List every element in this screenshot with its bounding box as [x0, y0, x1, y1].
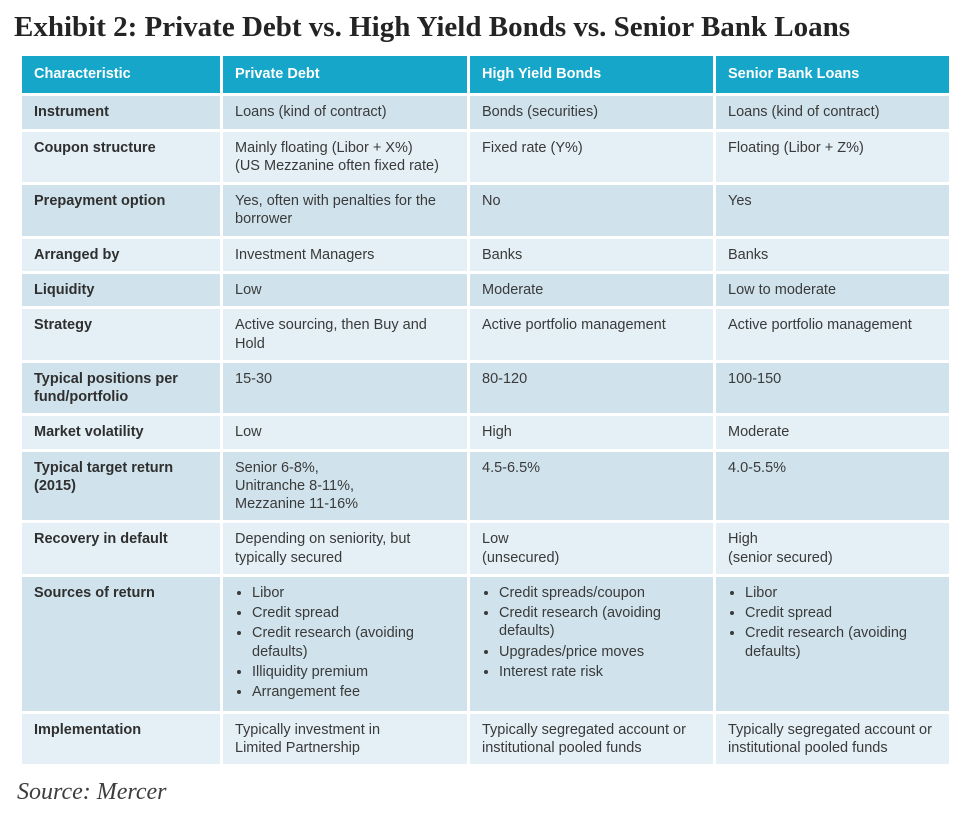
table-cell: 100-150 — [716, 362, 949, 414]
table-cell: Banks — [470, 238, 713, 271]
row-label: Typical positions per fund/portfolio — [22, 362, 220, 414]
table-cell: Moderate — [716, 416, 949, 449]
table-cell: Active portfolio management — [470, 309, 713, 360]
table-cell: Investment Managers — [223, 238, 467, 271]
row-label: Implementation — [22, 713, 220, 765]
row-label: Market volatility — [22, 416, 220, 449]
table-cell: Yes, often with penalties for the borrow… — [223, 185, 467, 236]
table-row-implementation: Implementation Typically investment in L… — [22, 713, 949, 765]
bullet-item: Upgrades/price moves — [499, 643, 701, 661]
table-row-arranged-by: Arranged by Investment Managers Banks Ba… — [22, 238, 949, 271]
table-row-prepayment-option: Prepayment option Yes, often with penalt… — [22, 185, 949, 236]
table-cell: High — [470, 416, 713, 449]
table-cell: 80-120 — [470, 362, 713, 414]
table-cell: Loans (kind of contract) — [223, 96, 467, 129]
table-row-liquidity: Liquidity Low Moderate Low to moderate — [22, 273, 949, 307]
table-row-typical-target-return: Typical target return (2015) Senior 6-8%… — [22, 451, 949, 521]
table-cell: Senior 6-8%, Unitranche 8-11%, Mezzanine… — [223, 451, 467, 521]
bullet-item: Illiquidity premium — [252, 663, 455, 681]
table-cell: Moderate — [470, 273, 713, 307]
column-header-senior-bank-loans: Senior Bank Loans — [716, 56, 949, 94]
table-cell: 4.5-6.5% — [470, 451, 713, 521]
bullet-item: Credit spreads/coupon — [499, 584, 701, 602]
table-cell: Typically segregated account or institut… — [716, 713, 949, 765]
table-cell: Yes — [716, 185, 949, 236]
row-label: Arranged by — [22, 238, 220, 271]
bullet-item: Credit spread — [745, 604, 937, 622]
table-cell: Active sourcing, then Buy and Hold — [223, 309, 467, 360]
bullet-item: Credit research (avoiding defaults) — [499, 604, 701, 641]
row-label: Prepayment option — [22, 185, 220, 236]
table-cell: Libor Credit spread Credit research (avoid… — [223, 576, 467, 711]
table-row-typical-positions: Typical positions per fund/portfolio 15-… — [22, 362, 949, 414]
table-cell: 4.0-5.5% — [716, 451, 949, 521]
table-cell: Bonds (securities) — [470, 96, 713, 129]
table-cell: High (senior secured) — [716, 523, 949, 574]
table-cell: Libor Credit spread Credit research (avoid… — [716, 576, 949, 711]
table-cell: Active portfolio management — [716, 309, 949, 360]
exhibit-title: Exhibit 2: Private Debt vs. High Yield B… — [14, 11, 851, 43]
table-cell: 15-30 — [223, 362, 467, 414]
table-cell: Typically segregated account or institut… — [470, 713, 713, 765]
table-header-row: Characteristic Private Debt High Yield B… — [22, 56, 949, 94]
bullet-list: Libor Credit spread Credit research (avoid… — [728, 584, 937, 661]
bullet-list: Credit spreads/coupon Credit research (av… — [482, 584, 701, 681]
bullet-list: Libor Credit spread Credit research (avoid… — [235, 584, 455, 702]
row-label: Typical target return (2015) — [22, 451, 220, 521]
table-cell: Fixed rate (Y%) — [470, 131, 713, 183]
table-row-coupon-structure: Coupon structure Mainly floating (Libor … — [22, 131, 949, 183]
bullet-item: Libor — [745, 584, 937, 602]
table-cell: Low — [223, 416, 467, 449]
row-label: Strategy — [22, 309, 220, 360]
column-header-characteristic: Characteristic — [22, 56, 220, 94]
table-row-sources-of-return: Sources of return Libor Credit spread Cred… — [22, 576, 949, 711]
table-row-instrument: Instrument Loans (kind of contract) Bond… — [22, 96, 949, 129]
table-cell: Floating (Libor + Z%) — [716, 131, 949, 183]
table-cell: Banks — [716, 238, 949, 271]
table-cell: Mainly floating (Libor + X%) (US Mezzani… — [223, 131, 467, 183]
row-label: Sources of return — [22, 576, 220, 711]
bullet-item: Arrangement fee — [252, 683, 455, 701]
table-row-market-volatility: Market volatility Low High Moderate — [22, 416, 949, 449]
row-label: Coupon structure — [22, 131, 220, 183]
row-label: Recovery in default — [22, 523, 220, 574]
table-row-recovery-in-default: Recovery in default Depending on seniori… — [22, 523, 949, 574]
table-cell: Low (unsecured) — [470, 523, 713, 574]
table-cell: Credit spreads/coupon Credit research (av… — [470, 576, 713, 711]
bullet-item: Interest rate risk — [499, 663, 701, 681]
table-cell: Loans (kind of contract) — [716, 96, 949, 129]
column-header-private-debt: Private Debt — [223, 56, 467, 94]
column-header-high-yield-bonds: High Yield Bonds — [470, 56, 713, 94]
table-cell: Depending on seniority, but typically se… — [223, 523, 467, 574]
table-cell: Typically investment in Limited Partners… — [223, 713, 467, 765]
bullet-item: Credit spread — [252, 604, 455, 622]
row-label: Liquidity — [22, 273, 220, 307]
source-attribution: Source: Mercer — [17, 779, 167, 806]
table-row-strategy: Strategy Active sourcing, then Buy and H… — [22, 309, 949, 360]
comparison-table: Characteristic Private Debt High Yield B… — [19, 53, 952, 767]
table-cell: Low to moderate — [716, 273, 949, 307]
bullet-item: Libor — [252, 584, 455, 602]
bullet-item: Credit research (avoiding defaults) — [252, 624, 455, 661]
table-cell: No — [470, 185, 713, 236]
row-label: Instrument — [22, 96, 220, 129]
table-cell: Low — [223, 273, 467, 307]
bullet-item: Credit research (avoiding defaults) — [745, 624, 937, 661]
